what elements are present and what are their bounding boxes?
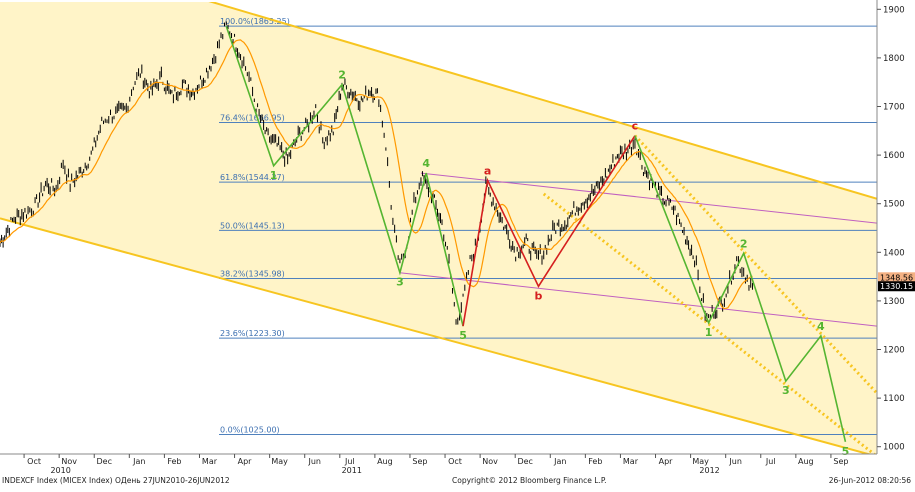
y-tick-label-9: 1900 [883, 5, 905, 15]
x-tick-label-14: Dec [517, 457, 532, 466]
x-tick-label-20: Jun [728, 457, 742, 466]
channel-lower-line [0, 217, 872, 454]
footer-copyright: Copyright© 2012 Bloomberg Finance L.P. [452, 476, 607, 485]
year-label-1: 2011 [342, 466, 362, 475]
x-tick-label-7: May [271, 457, 288, 466]
x-tick-label-0: Oct [27, 457, 41, 466]
channel-fill [0, 2, 877, 454]
x-tick-label-19: May [692, 457, 709, 466]
x-tick-label-23: Sep [833, 457, 848, 466]
x-tick-label-15: Jan [553, 457, 566, 466]
x-tick-label-8: Jun [307, 457, 321, 466]
fib-label-1: 76.4%(1666.95) [220, 114, 285, 123]
y-axis-panel [877, 0, 915, 474]
x-tick-label-12: Oct [448, 457, 462, 466]
wave-line-red [462, 135, 636, 327]
y-tick-label-2: 1200 [883, 346, 905, 356]
y-tick-label-6: 1600 [883, 151, 905, 161]
wave-label-2: 3 [396, 276, 404, 289]
wave-label-8: 1 [705, 326, 713, 339]
x-tick-label-3: Jan [132, 457, 145, 466]
fib-label-5: 23.6%(1223.30) [220, 329, 285, 338]
small-channel-lower [399, 272, 877, 327]
year-label-2: 2012 [699, 466, 719, 475]
fib-label-0: 100.0%(1865.25) [220, 17, 290, 26]
wave-label-4: 5 [459, 329, 467, 342]
x-tick-label-22: Aug [798, 457, 814, 466]
fib-label-4: 38.2%(1345.98) [220, 270, 285, 279]
wave-label-12: 5 [842, 445, 850, 458]
y-tick-label-7: 1700 [883, 102, 905, 112]
y-tick-label-1: 1100 [883, 394, 905, 404]
fib-label-6: 0.0%(1025.00) [220, 426, 280, 435]
wave-label-6: b [535, 289, 543, 302]
footer-ticker: INDEXCF Index (MICEX Index) ОДень 27JUN2… [2, 476, 230, 485]
wave-line-green-1 [225, 26, 464, 327]
y-tick-label-0: 1000 [883, 443, 905, 453]
x-tick-label-4: Feb [167, 457, 181, 466]
price-label-box-0 [878, 272, 915, 283]
small-channel-upper [420, 172, 877, 224]
footer-timestamp: 26-Jun-2012 08:20:56 [828, 476, 911, 485]
x-tick-label-6: Apr [238, 457, 253, 466]
x-tick-label-11: Sep [412, 457, 427, 466]
moving-average-line [0, 39, 753, 310]
wave-label-11: 4 [817, 320, 825, 333]
wave-label-3: 4 [422, 157, 430, 170]
x-tick-label-10: Aug [377, 457, 393, 466]
fib-label-2: 61.8%(1544.27) [220, 173, 285, 182]
wave-label-5: a [484, 164, 491, 177]
price-label-box-1 [878, 281, 915, 292]
dotted-upper-line [633, 134, 877, 395]
price-label-1: 1330.15 [880, 282, 913, 291]
price-bars [0, 21, 753, 325]
dotted-lower-line [542, 192, 877, 454]
x-tick-label-18: Apr [659, 457, 674, 466]
y-tick-label-3: 1300 [883, 297, 905, 307]
wave-label-7: c [632, 120, 639, 133]
y-tick-label-8: 1800 [883, 54, 905, 64]
price-label-0: 1348.56 [880, 273, 913, 282]
wave-label-9: 2 [740, 237, 748, 250]
y-tick-label-4: 1400 [883, 248, 905, 258]
y-tick-label-5: 1500 [883, 200, 905, 210]
wave-label-0: 1 [270, 169, 278, 182]
year-label-0: 2010 [50, 466, 70, 475]
x-tick-label-9: Jul [344, 457, 355, 466]
wave-label-1: 2 [338, 69, 346, 82]
x-tick-label-16: Feb [588, 457, 602, 466]
x-tick-label-21: Jul [765, 457, 776, 466]
wave-line-green-2 [634, 135, 847, 443]
x-tick-label-1: Nov [61, 457, 77, 466]
fib-label-3: 50.0%(1445.13) [220, 221, 285, 230]
x-tick-label-17: Mar [623, 457, 639, 466]
wave-label-10: 3 [782, 384, 790, 397]
x-tick-label-5: Mar [202, 457, 218, 466]
channel-upper-line [208, 2, 877, 200]
x-tick-label-13: Nov [482, 457, 498, 466]
x-tick-label-2: Dec [96, 457, 111, 466]
